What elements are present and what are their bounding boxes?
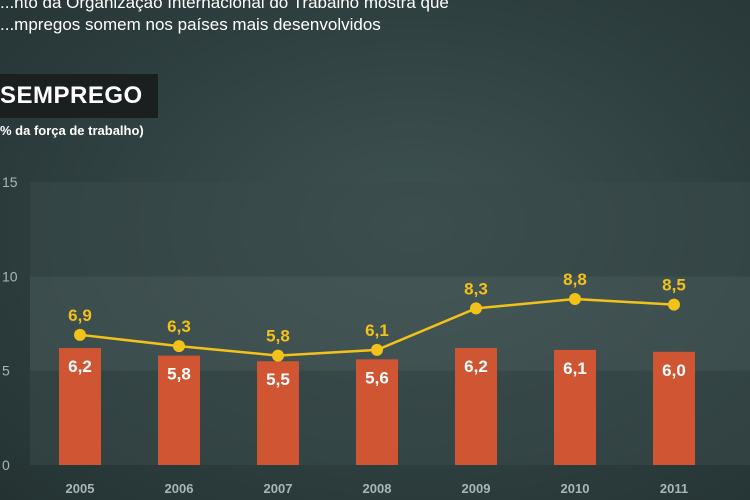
grid-band (30, 276, 750, 371)
bar (455, 348, 497, 465)
x-axis-ticks: 2005 2006 2007 2008 2009 2010 2011 (66, 481, 689, 496)
line-value-label: 8,8 (563, 270, 587, 289)
line-point (668, 298, 680, 311)
bar-value-label: 6,1 (563, 359, 587, 378)
y-tick-label: 5 (2, 363, 10, 379)
line-point (470, 302, 482, 315)
line-value-label: 8,5 (662, 276, 686, 295)
x-tick-label: 2008 (363, 481, 392, 496)
y-tick-label: 10 (2, 268, 18, 284)
x-tick-label: 2011 (660, 481, 688, 496)
bar (158, 355, 200, 465)
line-value-label: 8,3 (464, 279, 488, 298)
bar-value-label: 6,0 (662, 361, 686, 380)
y-tick-label: 15 (2, 174, 18, 190)
bar (356, 359, 398, 465)
bar (554, 349, 596, 465)
x-tick-label: 2007 (264, 481, 293, 496)
line-value-label: 6,1 (365, 321, 389, 340)
bar-value-label: 6,2 (68, 357, 92, 376)
bar-value-label: 5,6 (365, 368, 389, 387)
x-tick-label: 2009 (462, 481, 491, 496)
line-labels: 6,9 6,3 5,8 6,1 8,3 8,8 8,5 (68, 270, 686, 346)
line-point (173, 340, 185, 353)
line-point (371, 343, 383, 356)
bars-series (59, 348, 695, 465)
x-tick-label: 2006 (165, 481, 194, 496)
bar (59, 348, 101, 465)
chart-unit-label: % da força de trabalho) (0, 123, 144, 138)
bar-value-label: 6,2 (464, 357, 488, 376)
x-tick-label: 2010 (561, 481, 590, 496)
bar-labels: 6,2 5,8 5,5 5,6 6,2 6,1 6,0 (68, 357, 686, 389)
line-point (569, 292, 581, 305)
line-point (272, 349, 284, 362)
y-axis-ticks: 0 5 10 15 (2, 174, 18, 473)
bar-value-label: 5,5 (266, 370, 290, 389)
bar-value-label: 5,8 (167, 365, 191, 384)
line-series (74, 292, 680, 362)
y-tick-label: 0 (2, 457, 10, 473)
chart-subtitle: ...nto da Organização Internacional do T… (0, 0, 449, 34)
bar (653, 351, 695, 465)
chart-title: SEMPREGO (0, 74, 158, 118)
x-tick-label: 2005 (66, 481, 95, 496)
bar (257, 361, 299, 465)
line-value-label: 5,8 (266, 327, 290, 346)
line-point (74, 328, 86, 341)
line-value-label: 6,3 (167, 317, 191, 336)
grid-band (30, 182, 750, 277)
line-value-label: 6,9 (68, 306, 92, 325)
